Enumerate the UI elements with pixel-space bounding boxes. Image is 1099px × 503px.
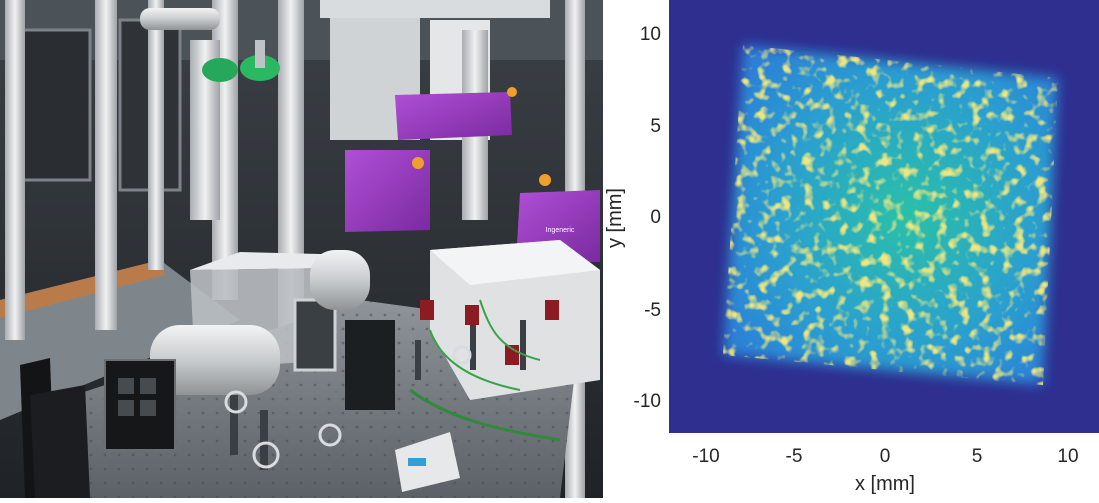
- x-tick-label: 0: [880, 446, 891, 467]
- y-tick-label: -5: [644, 300, 661, 321]
- y-tick-label: 10: [640, 24, 661, 45]
- beam-profile-svg: 10 5 0 -5 -10 y [mm] -10 -5 0 5 10 x [mm…: [604, 0, 1099, 495]
- x-axis-label: x [mm]: [855, 473, 915, 495]
- x-tick-label: 10: [1057, 446, 1078, 467]
- x-axis: -10 -5 0 5 10: [692, 446, 1078, 467]
- beam-spot: [723, 45, 1058, 385]
- enclosure-label: Ingeneric: [546, 227, 575, 234]
- y-tick-label: 5: [650, 116, 661, 137]
- y-axis: 10 5 0 -5 -10: [634, 24, 661, 412]
- lab-photo-drawing: Ingeneric: [0, 0, 603, 498]
- lab-photograph: Ingeneric: [0, 0, 603, 498]
- y-tick-label: 0: [650, 207, 661, 228]
- y-tick-label: -10: [634, 391, 661, 412]
- x-tick-label: -10: [692, 446, 719, 467]
- x-tick-label: -5: [786, 446, 803, 467]
- y-axis-label: y [mm]: [604, 188, 626, 248]
- x-tick-label: 5: [972, 446, 983, 467]
- beam-profile-plot: 10 5 0 -5 -10 y [mm] -10 -5 0 5 10 x [mm…: [603, 0, 1099, 498]
